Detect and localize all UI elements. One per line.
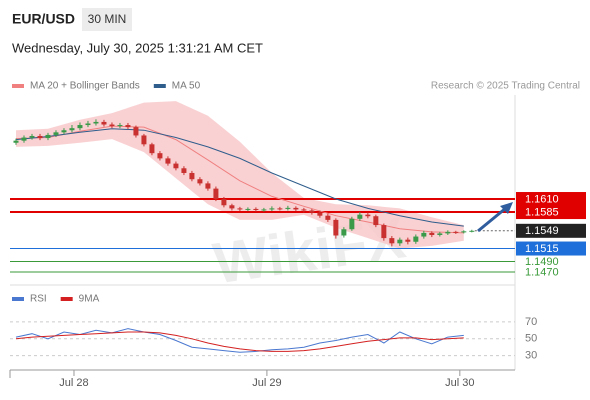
candle-body [85, 123, 91, 126]
level-label-box [516, 192, 586, 207]
candle-body [389, 238, 395, 244]
candle-body [325, 215, 331, 220]
x-tick-label: Jul 28 [59, 377, 88, 389]
candle-body [397, 239, 403, 244]
level-label-box [516, 223, 586, 238]
moving-average [15, 125, 464, 234]
legend-label: RSI [30, 294, 47, 305]
candle-body [93, 121, 99, 124]
candle-body [213, 188, 219, 200]
candle-body [421, 232, 427, 237]
level-label: 1.1470 [525, 266, 559, 278]
legend-swatch [153, 84, 166, 88]
candle-body [277, 208, 283, 210]
candle-body [205, 183, 211, 189]
candle-body [365, 214, 371, 217]
candle-body [189, 172, 195, 180]
candle-body [157, 153, 163, 159]
legend-swatch [60, 297, 73, 301]
candle-body [45, 134, 51, 139]
candle-body [381, 225, 387, 239]
candle-body [69, 128, 75, 131]
level-label: 1.1610 [525, 193, 559, 205]
candle-body [357, 214, 363, 219]
candle-body [133, 127, 139, 136]
candle-body [341, 229, 347, 236]
candle-body [53, 132, 59, 135]
candle-body [469, 230, 475, 232]
candle-body [101, 121, 107, 125]
candle-body [221, 199, 227, 206]
moving-average [15, 128, 464, 227]
candle-body [197, 179, 203, 184]
level-label-box [516, 241, 586, 256]
timeframe-box [82, 8, 132, 31]
candle-body [109, 124, 115, 127]
candle-body [245, 208, 251, 210]
level-label: 1.1490 [525, 256, 559, 268]
candle-body [173, 163, 179, 169]
forecast-arrow [477, 206, 507, 233]
candle-body [77, 125, 83, 129]
y-tick-label: 30 [525, 350, 537, 362]
candle-body [453, 231, 459, 233]
candle-body [293, 207, 299, 210]
symbol: EUR/USD [12, 11, 75, 27]
legend-label: MA 50 [172, 81, 201, 92]
level-label: 1.1515 [525, 243, 559, 255]
candle-body [237, 208, 243, 210]
candle-body [461, 231, 467, 233]
candle-body [373, 216, 379, 226]
timeframe: 30 MIN [88, 12, 127, 26]
forecast-arrowhead [500, 202, 513, 214]
legend-swatch [12, 297, 24, 301]
candle-body [445, 231, 451, 234]
candle-body [181, 168, 187, 173]
credit: Research © 2025 Trading Central [431, 81, 580, 92]
candle-body [29, 135, 35, 138]
candle-body [21, 137, 27, 141]
candle-body [37, 135, 43, 139]
candle-body [309, 210, 315, 213]
candle-body [437, 233, 443, 235]
candle-body [429, 232, 435, 235]
candle-body [61, 130, 67, 133]
candle-body [253, 208, 259, 210]
candle-body [405, 239, 411, 242]
plot: MA 20 + Bollinger Bands MA 50 1.16101.1585… [10, 81, 586, 389]
candle-body [13, 140, 19, 143]
level-label-box [516, 205, 586, 220]
candle-body [301, 209, 307, 211]
legend-swatch [12, 84, 24, 88]
x-tick-label: Jul 29 [252, 377, 281, 389]
legend-label: 9MA [79, 294, 100, 305]
candle-body [141, 135, 147, 145]
candle-body [333, 219, 339, 236]
y-tick-label: 50 [525, 333, 537, 345]
x-tick-label: Jul 30 [445, 377, 474, 389]
indicator-line [15, 331, 464, 352]
candle-body [229, 205, 235, 209]
candle-body [285, 207, 291, 209]
candle-body [125, 125, 131, 128]
candle-body [165, 158, 171, 164]
candle-body [261, 209, 267, 211]
datetime: Wednesday, July 30, 2025 1:31:21 AM CET [12, 40, 263, 55]
candle-body [317, 212, 323, 216]
candle-body [149, 144, 155, 154]
candle-body [349, 218, 355, 230]
candle-body [413, 236, 419, 242]
candle-body [117, 125, 123, 127]
level-label: 1.1549 [525, 225, 559, 237]
y-tick-label: 70 [525, 316, 537, 328]
legend-label: MA 20 + Bollinger Bands [30, 81, 140, 92]
candle-body [269, 208, 275, 210]
level-label: 1.1585 [525, 206, 559, 218]
